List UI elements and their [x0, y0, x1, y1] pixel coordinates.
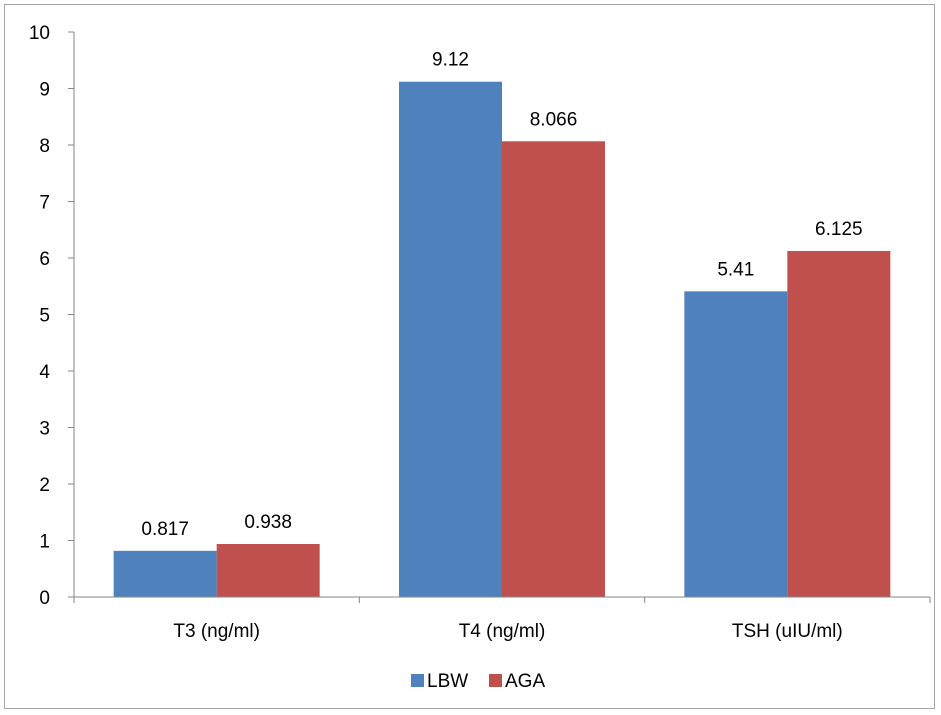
x-axis: T3 (ng/ml) T4 (ng/ml) TSH (uIU/ml) — [73, 596, 931, 642]
data-label: 0.938 — [244, 512, 292, 533]
legend-label-aga: AGA — [505, 671, 545, 692]
bar-aga — [787, 250, 891, 597]
data-label: 6.125 — [815, 219, 863, 240]
y-tick-label: 4 — [39, 362, 50, 383]
legend-swatch-lbw — [411, 674, 424, 687]
x-category-label: T4 (ng/ml) — [459, 621, 546, 642]
bar-lbw — [684, 291, 788, 597]
bars — [113, 81, 891, 598]
data-label: 8.066 — [530, 109, 578, 130]
legend: LBW AGA — [411, 671, 545, 692]
x-category-label: T3 (ng/ml) — [173, 621, 260, 642]
y-tick-label: 10 — [29, 23, 50, 44]
y-tick-label: 8 — [39, 136, 50, 157]
data-labels: 0.817 9.12 5.41 0.938 8.066 6.125 — [141, 50, 862, 540]
y-tick-label: 0 — [39, 588, 50, 609]
bar-lbw — [113, 550, 217, 597]
bar-aga — [216, 544, 320, 597]
y-tick-label: 5 — [39, 306, 50, 327]
data-label: 0.817 — [141, 519, 189, 540]
y-axis: 0 1 2 3 4 5 6 7 8 9 10 — [29, 23, 75, 609]
legend-swatch-aga — [489, 674, 502, 687]
y-tick-label: 6 — [39, 249, 50, 270]
bar-lbw — [399, 81, 502, 598]
data-label: 5.41 — [717, 259, 754, 280]
y-tick-label: 2 — [39, 475, 50, 496]
bar-aga — [502, 141, 605, 597]
y-tick-label: 1 — [39, 532, 50, 553]
x-category-label: TSH (uIU/ml) — [732, 621, 843, 642]
data-label: 9.12 — [432, 50, 469, 71]
y-tick-label: 3 — [39, 419, 50, 440]
legend-label-lbw: LBW — [427, 671, 468, 692]
y-tick-label: 9 — [39, 80, 50, 101]
y-tick-label: 7 — [39, 193, 50, 214]
